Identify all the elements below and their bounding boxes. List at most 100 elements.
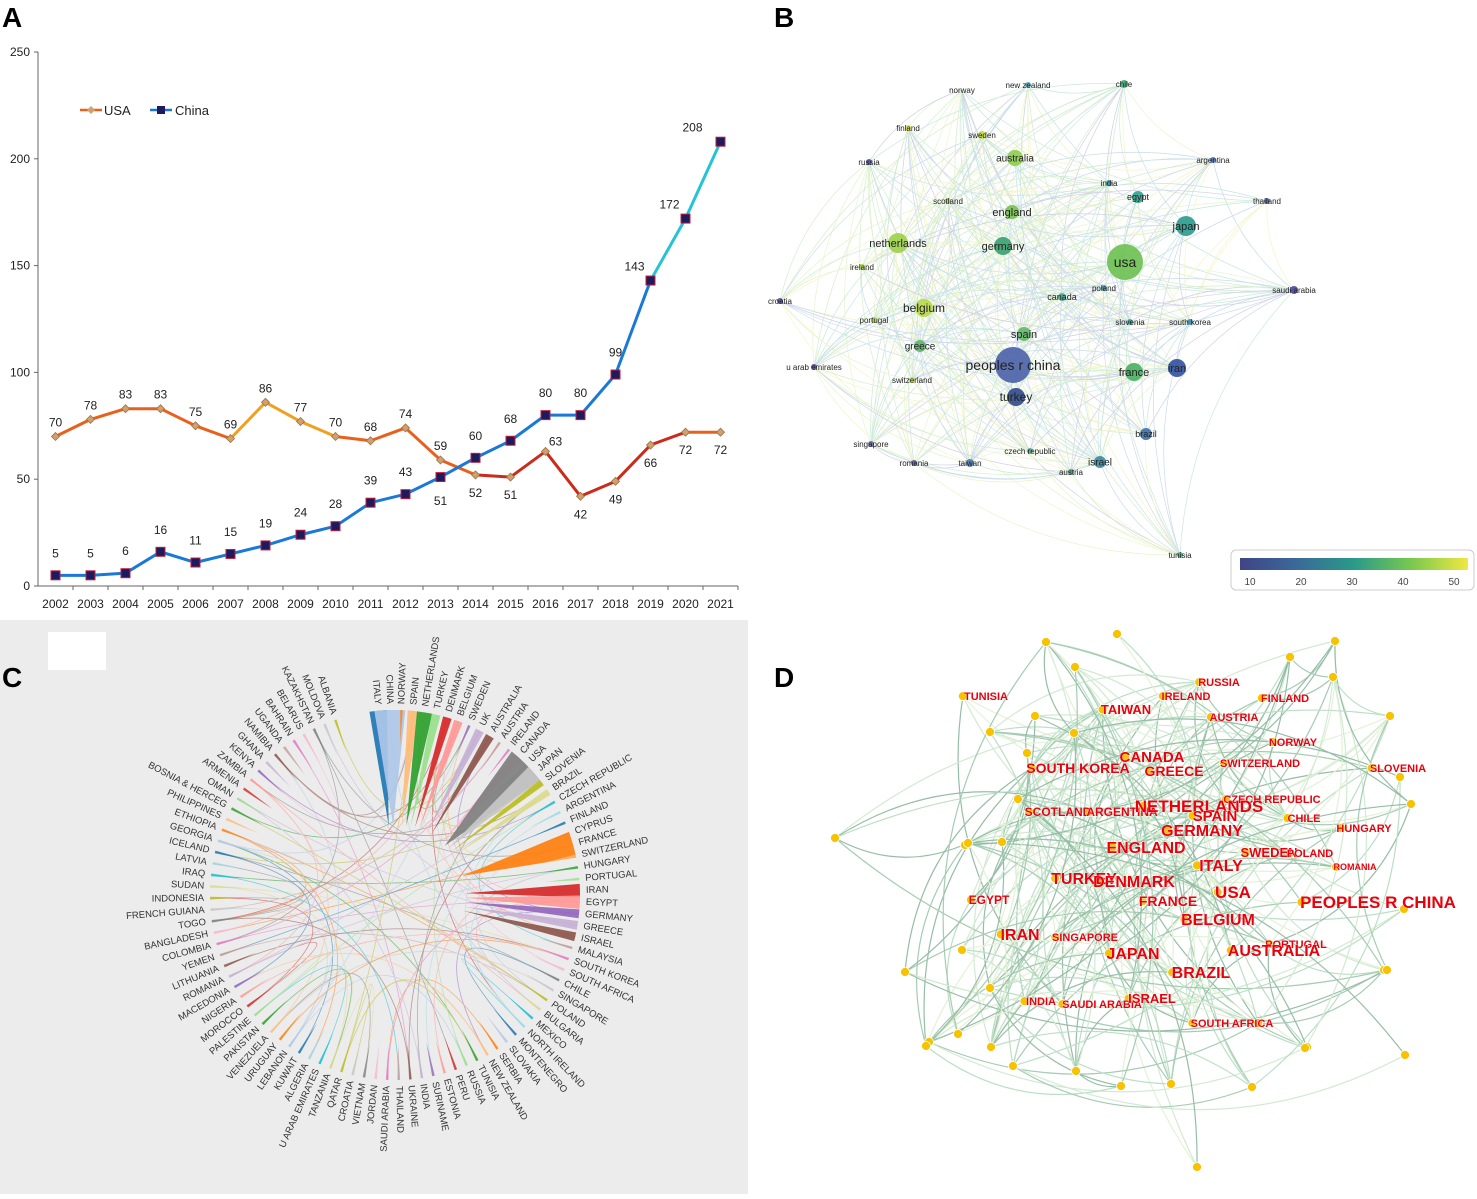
network-edge xyxy=(1012,225,1187,366)
network-edge xyxy=(779,182,1110,302)
network-edge xyxy=(911,349,1178,381)
network-edge xyxy=(919,83,1125,347)
network-edge xyxy=(967,842,1130,999)
y-tick-label: 100 xyxy=(10,365,30,379)
china-data-label: 143 xyxy=(624,260,644,274)
node-greece xyxy=(914,340,926,352)
network-edge xyxy=(947,200,1014,366)
usa-point xyxy=(680,427,691,437)
china-line-segment xyxy=(439,456,477,479)
network-edge xyxy=(959,89,1025,335)
usa-data-label: 42 xyxy=(574,507,588,521)
chord-arc xyxy=(450,779,544,853)
chord-link xyxy=(433,866,578,1074)
network-edge xyxy=(1014,157,1110,184)
usa-line-segment xyxy=(335,434,371,443)
chord-arc xyxy=(444,1036,458,1071)
usa-point xyxy=(435,455,446,465)
network-edge xyxy=(1145,433,1181,556)
network-edge xyxy=(873,289,1063,321)
node-label: chile xyxy=(1116,80,1133,89)
chord-link xyxy=(211,717,448,922)
usa-data-label: 77 xyxy=(294,401,308,415)
network-edge xyxy=(904,767,1033,973)
network-edge xyxy=(834,724,1274,839)
chord-arc xyxy=(529,810,561,828)
china-line-segment xyxy=(230,543,266,556)
network-node xyxy=(1406,799,1416,809)
network-edge xyxy=(907,89,963,129)
x-tick-label: 2020 xyxy=(672,597,699,611)
network-node xyxy=(1300,1043,1310,1053)
legend-china-marker xyxy=(157,106,165,114)
node-israel xyxy=(1094,456,1106,468)
network-node xyxy=(900,967,910,977)
usa-line-segment xyxy=(299,420,337,438)
network-edge xyxy=(970,752,1029,901)
chord-arc xyxy=(538,938,573,950)
network-edge xyxy=(957,732,1077,1035)
chord-diagram: ITALY CHINA NORWAY SPAINNETHERLANDSTURKEYDE… xyxy=(126,636,650,1152)
chord-link xyxy=(211,829,307,922)
network-edge xyxy=(919,345,1181,556)
chord-arc xyxy=(242,787,273,809)
country-label: BELGIUM xyxy=(1181,912,1255,929)
network-edge xyxy=(813,196,1139,368)
chord-arc xyxy=(397,1044,401,1080)
network-node xyxy=(1069,728,1079,738)
node-poland xyxy=(1101,285,1107,291)
chord-arc xyxy=(455,725,471,758)
network-edge xyxy=(1015,287,1105,398)
network-edge xyxy=(1073,732,1169,831)
chord-arc xyxy=(297,1023,318,1054)
chord-arc xyxy=(374,1044,380,1080)
network-edge xyxy=(1029,321,1131,452)
country-label: SPAIN xyxy=(408,677,422,706)
network-edge xyxy=(1055,656,1291,879)
country-label: SOUTH KOREA xyxy=(1026,760,1129,776)
country-label: JORDAN xyxy=(365,1084,380,1124)
chord-arc xyxy=(541,854,577,864)
network-edge xyxy=(911,182,1110,381)
china-point xyxy=(85,570,96,581)
y-tick-label: 250 xyxy=(10,45,30,59)
network-edge xyxy=(1029,159,1214,452)
chord-arc xyxy=(500,1002,526,1028)
node-tunisia xyxy=(1177,552,1183,558)
network-edge xyxy=(1099,159,1214,463)
network-edge xyxy=(1012,715,1391,1067)
network-edge xyxy=(911,379,1031,452)
node-south-korea xyxy=(1187,319,1193,325)
country-label: INDIA xyxy=(1026,996,1056,1008)
network-edge xyxy=(947,200,1101,463)
network-edge xyxy=(1154,695,1198,866)
network-edge xyxy=(1126,321,1147,435)
network-edge xyxy=(911,159,1214,381)
network-edge xyxy=(1245,852,1385,971)
node-label: sweden xyxy=(968,131,996,140)
usa-point xyxy=(155,404,166,414)
network-node xyxy=(1382,965,1392,975)
network-edge xyxy=(913,289,1295,464)
country-label: SOUTH AFRICA xyxy=(1191,1018,1274,1030)
network-edge xyxy=(970,681,1200,901)
network-edge xyxy=(1167,830,1306,1049)
network-edge xyxy=(779,84,1029,302)
network-edge xyxy=(995,245,1031,452)
network-edge xyxy=(1043,641,1075,734)
network-edge xyxy=(1129,321,1191,328)
network-edge xyxy=(981,134,1214,171)
chord-link xyxy=(234,953,488,1056)
network-edge xyxy=(954,89,1031,452)
usa-data-label: 83 xyxy=(154,388,168,402)
node-label: austria xyxy=(1059,468,1084,477)
network-edge xyxy=(868,161,925,309)
network-edge xyxy=(964,640,1336,846)
node-thailand xyxy=(1264,198,1270,204)
chord-arc xyxy=(318,1031,334,1065)
panel-letter-b: B xyxy=(774,2,795,33)
network-edge xyxy=(870,345,921,445)
chord-arc xyxy=(462,831,577,876)
network-node xyxy=(1264,939,1275,950)
network-edge xyxy=(1060,182,1110,473)
